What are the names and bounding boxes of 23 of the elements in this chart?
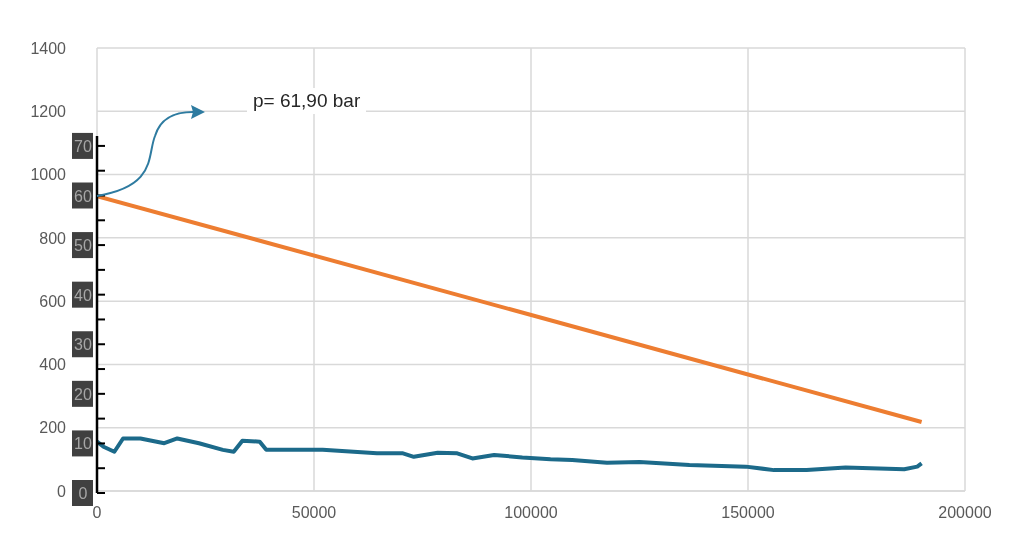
x-tick-label: 0 <box>92 504 102 522</box>
y-tick-label: 600 <box>39 292 67 310</box>
y2-tick-label: 30 <box>74 336 92 354</box>
x-tick-label: 50000 <box>291 504 337 522</box>
y2-tick-label: 40 <box>74 286 92 304</box>
y2-tick-label: 10 <box>74 435 92 453</box>
y-tick-label: 1200 <box>30 102 67 120</box>
x-tick-label: 200000 <box>938 504 992 522</box>
y2-tick-label: 60 <box>74 187 92 205</box>
y2-tick-label: 50 <box>74 237 92 255</box>
y2-tick-label: 20 <box>74 385 92 403</box>
y-tick-label: 400 <box>39 356 67 374</box>
y2-tick-label: 70 <box>74 137 92 155</box>
x-tick-label: 150000 <box>721 504 775 522</box>
x-tick-label: 100000 <box>504 504 558 522</box>
y-tick-label: 0 <box>57 482 67 500</box>
annotation: p= 61,90 bar <box>247 88 367 114</box>
y-tick-label: 1400 <box>30 39 67 57</box>
y-tick-label: 1000 <box>30 166 67 184</box>
y-tick-label: 800 <box>39 229 67 247</box>
y2-tick-label: 0 <box>78 485 88 502</box>
line-series <box>97 436 924 473</box>
y-tick-label: 200 <box>39 419 67 437</box>
